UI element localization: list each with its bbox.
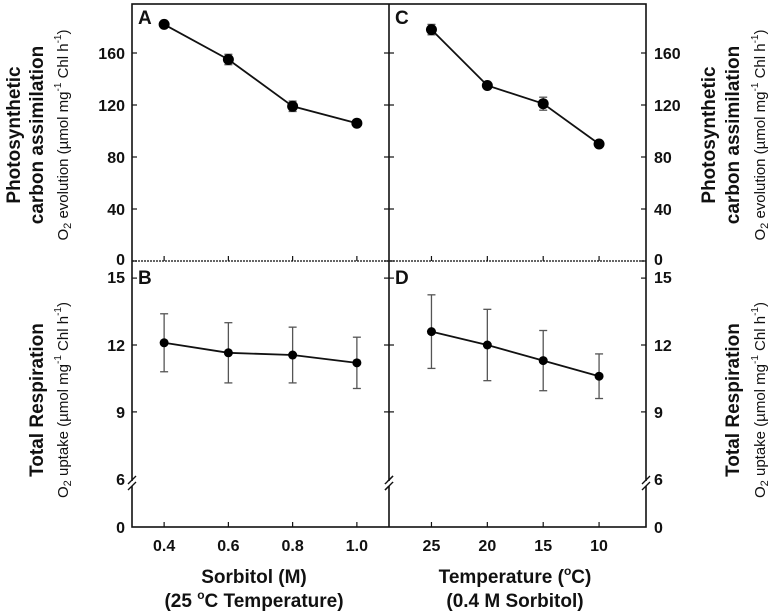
right-bottom-ytitle: Total Respiration (723, 323, 744, 477)
data-point-b (223, 348, 233, 358)
data-point-c (425, 24, 437, 36)
right-top-ytitle-2: carbon assimilation (723, 46, 744, 224)
y-tick-label: 160 (654, 46, 681, 63)
x-tick-label: 0.6 (217, 538, 239, 555)
x-right-title-1: Temperature (oC) (439, 564, 592, 588)
series-line-b (163, 341, 357, 364)
left-bottom-ytitle: Total Respiration (27, 323, 48, 477)
y-tick-label: 80 (654, 150, 672, 167)
data-point-b (352, 358, 362, 368)
right-bottom-ysub: O2 uptake (µmol mg-1 Chl h-1) (750, 302, 771, 498)
y-tick-label: 15 (107, 270, 125, 287)
left-top-ysub: O2 evolution (µmol mg-1 Chl h-1) (53, 30, 74, 241)
series-line-d (431, 330, 600, 378)
y-tick-label: 15 (654, 270, 672, 287)
data-point-b (288, 350, 298, 360)
panel-label-a: A (138, 8, 152, 29)
x-tick-label: 1.0 (346, 538, 368, 555)
x-left-title-1: Sorbitol (M) (201, 567, 307, 588)
axis-break-mark (127, 481, 137, 491)
y-tick-label: 80 (107, 150, 125, 167)
x-tick-label: 25 (423, 538, 441, 555)
data-point-a (222, 54, 234, 65)
panel-label-d: D (395, 268, 409, 289)
panel-label-c: C (395, 8, 409, 29)
data-point-d (594, 371, 604, 381)
y-tick-label: 12 (107, 338, 125, 355)
x-tick-label: 10 (590, 538, 608, 555)
y-tick-label: 120 (98, 98, 125, 115)
left-bottom-ysub: O2 uptake (µmol mg-1 Chl h-1) (53, 302, 74, 498)
axis-break-mark (384, 481, 394, 491)
y-tick-label: 40 (654, 202, 672, 219)
axis-break-mark (641, 481, 651, 491)
data-point-d (538, 356, 548, 366)
left-top-ytitle-1: Photosynthetic (4, 66, 25, 204)
data-point-d (426, 327, 436, 337)
right-top-ysub: O2 evolution (µmol mg-1 Chl h-1) (750, 30, 771, 241)
axis-break-gap (385, 481, 393, 486)
y-tick-label: 9 (116, 405, 125, 422)
y-tick-label: 0 (116, 520, 125, 537)
data-point-a (158, 18, 170, 30)
series-line-c (430, 28, 600, 145)
axis-break-mark (384, 475, 394, 485)
y-tick-label: 9 (654, 405, 663, 422)
y-tick-label: 120 (654, 98, 681, 115)
x-tick-label: 20 (478, 538, 496, 555)
y-tick-label: 40 (107, 202, 125, 219)
axis-break-gap (128, 481, 136, 486)
data-point-a (287, 100, 299, 112)
axis-break-gap (642, 481, 650, 486)
x-tick-label: 0.8 (282, 538, 304, 555)
data-point-b (159, 338, 169, 348)
left-top-ytitle-2: carbon assimilation (27, 46, 48, 224)
y-tick-label: 6 (116, 472, 125, 489)
data-point-c (593, 138, 605, 150)
x-tick-label: 15 (534, 538, 552, 555)
x-tick-label: 0.4 (153, 538, 175, 555)
y-tick-label: 12 (654, 338, 672, 355)
y-tick-label: 160 (98, 46, 125, 63)
data-point-a (351, 117, 363, 129)
y-tick-label: 6 (654, 472, 663, 489)
y-tick-label: 0 (654, 520, 663, 537)
x-right-title-2: (0.4 M Sorbitol) (446, 591, 583, 611)
y-tick-label: 0 (654, 252, 663, 269)
series-line-a (163, 23, 358, 125)
panel-label-b: B (138, 268, 152, 289)
data-point-d (482, 340, 492, 350)
axis-break-mark (127, 475, 137, 485)
axis-break-mark (641, 475, 651, 485)
y-tick-label: 0 (116, 252, 125, 269)
right-top-ytitle-1: Photosynthetic (699, 66, 720, 204)
data-point-c (537, 98, 549, 110)
x-left-title-2: (25 oC Temperature) (164, 588, 343, 611)
data-point-c (481, 80, 493, 91)
